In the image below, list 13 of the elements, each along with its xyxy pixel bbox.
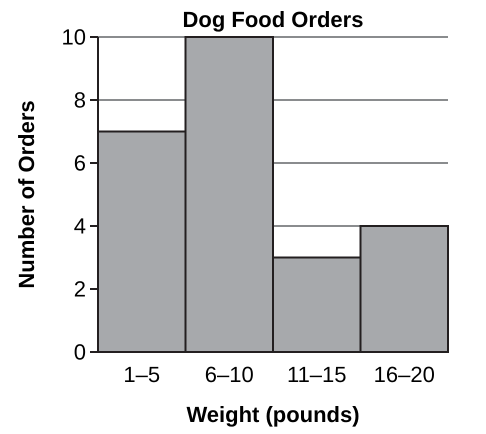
y-tick-label: 6: [74, 150, 86, 176]
x-axis-title: Weight (pounds): [186, 402, 360, 427]
chart-title: Dog Food Orders: [182, 7, 364, 32]
y-tick-label: 8: [74, 88, 86, 113]
x-tick-label: 16–20: [374, 362, 435, 387]
x-tick-label: 6–10: [204, 362, 254, 387]
y-tick-label: 0: [74, 340, 86, 365]
x-tick-label: 11–15: [286, 362, 347, 387]
y-axis-title: Number of Orders: [14, 100, 39, 289]
y-tick-label: 2: [74, 276, 86, 302]
x-tick-label: 1–5: [123, 362, 160, 387]
y-tick-label: 10: [62, 24, 86, 50]
y-tick-label: 4: [74, 214, 86, 239]
